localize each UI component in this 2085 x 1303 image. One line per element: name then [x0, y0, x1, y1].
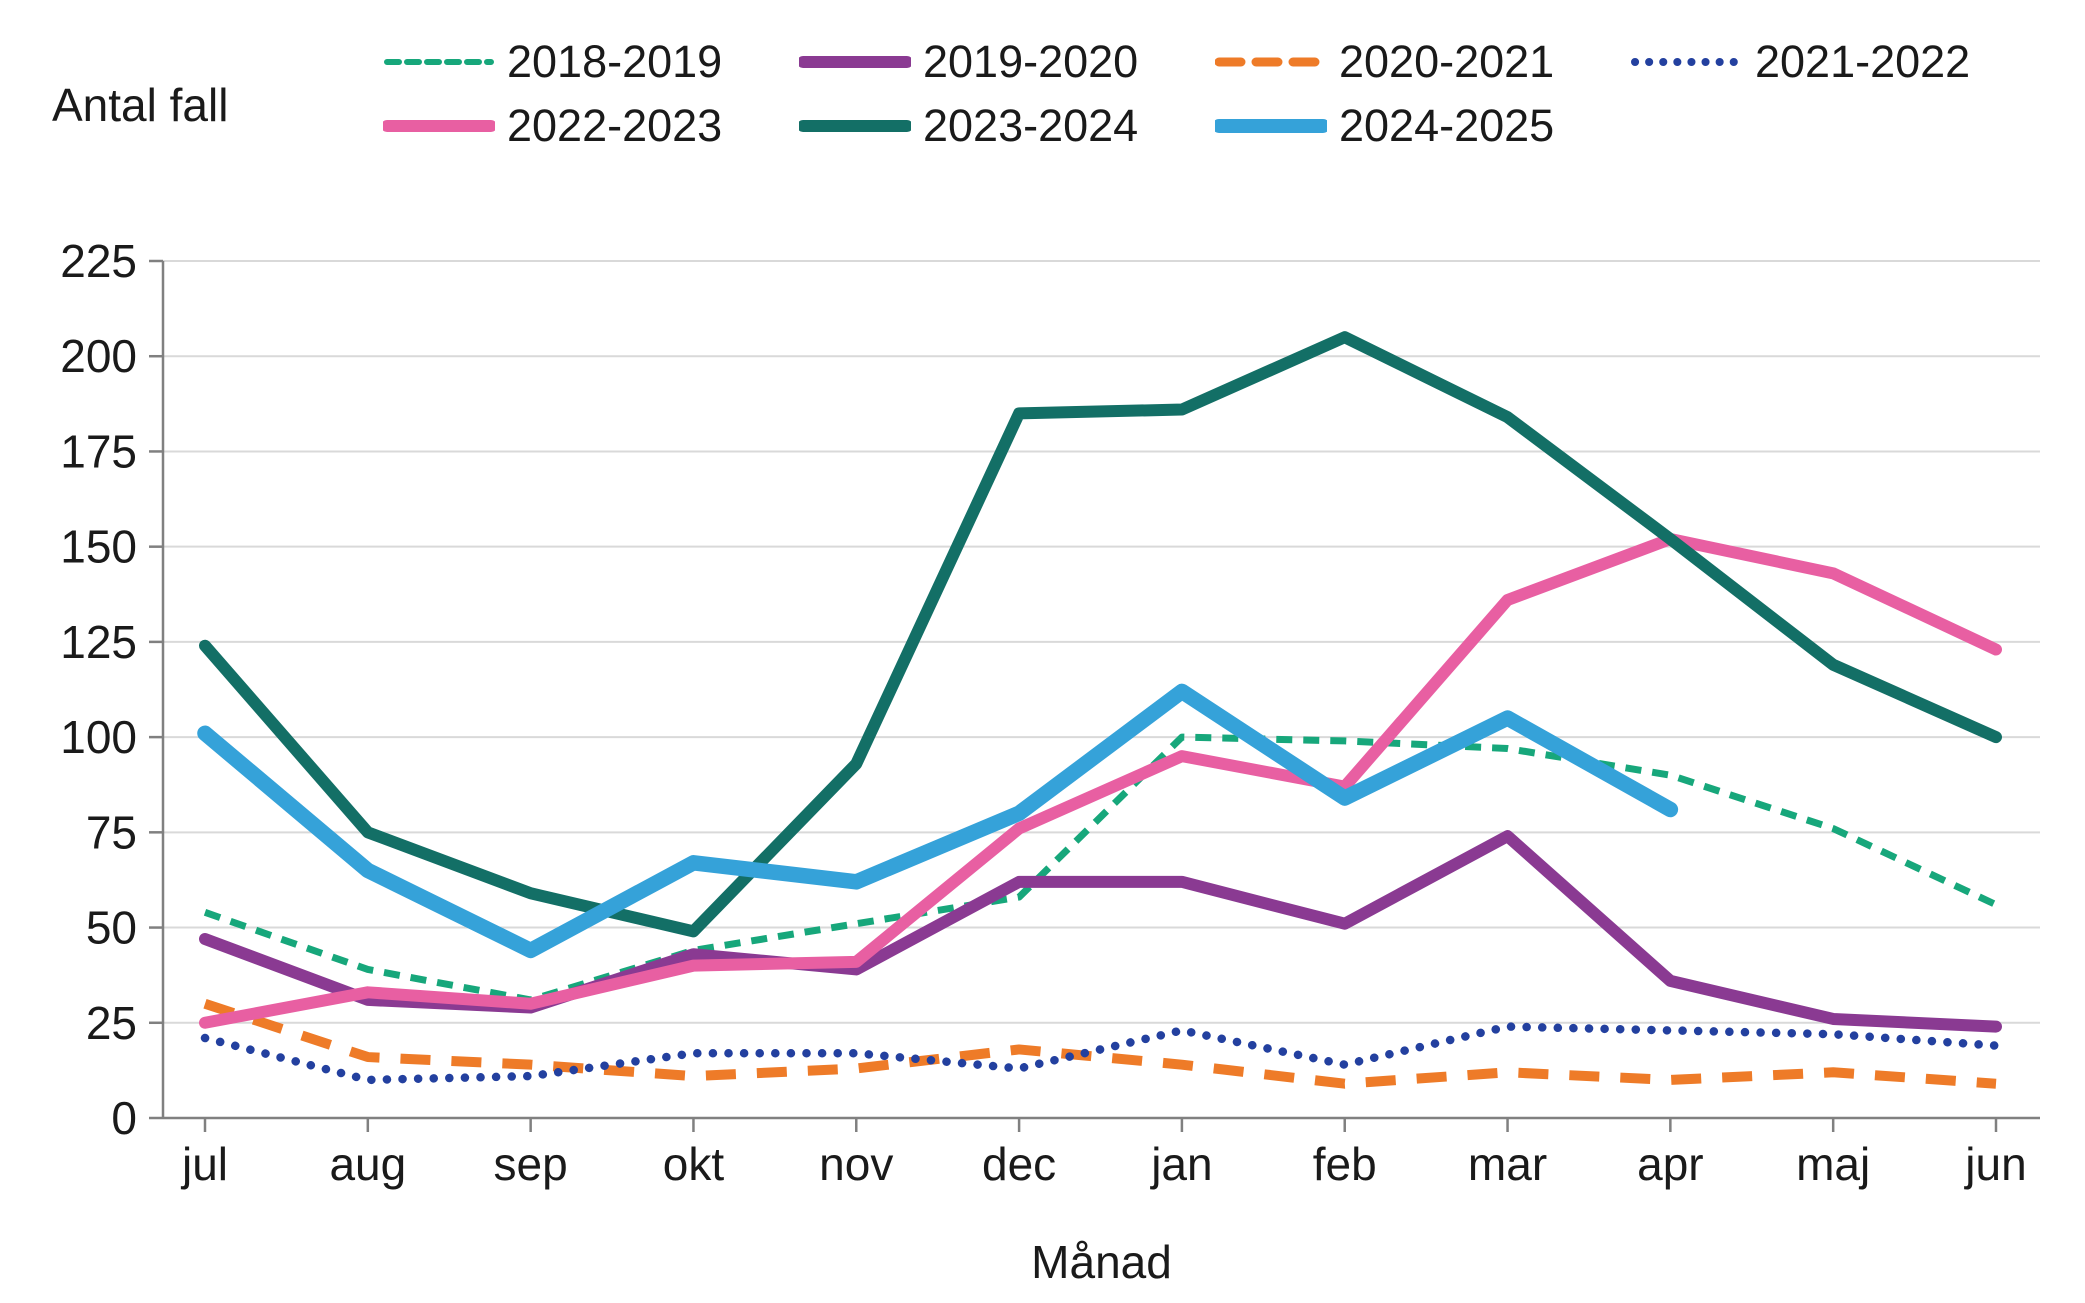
series-line-2023-2024	[199, 331, 2002, 938]
y-tick-label: 50	[86, 902, 137, 954]
x-tick-label: nov	[819, 1138, 893, 1190]
legend-row: 2022-2023 2023-2024 2024-2025	[383, 94, 2047, 158]
legend-label: 2024-2025	[1339, 100, 1555, 151]
legend-label: 2020-2021	[1339, 36, 1555, 87]
legend-label: 2019-2020	[923, 36, 1139, 87]
legend-label: 2021-2022	[1755, 36, 1971, 87]
legend-line-swatch-icon	[799, 56, 911, 68]
y-tick-label: 175	[60, 425, 137, 477]
legend-line-swatch-icon	[799, 120, 911, 132]
legend-label: 2018-2019	[507, 36, 723, 87]
series-line-2022-2023	[199, 533, 2002, 1029]
legend-item-2019-2020: 2019-2020	[799, 36, 1215, 88]
y-tick-label: 100	[60, 711, 137, 763]
legend-item-2023-2024: 2023-2024	[799, 100, 1215, 152]
y-axis-title: Antal fall	[52, 79, 229, 131]
legend-line-swatch-icon	[384, 59, 494, 65]
y-tick-label: 0	[111, 1092, 137, 1144]
y-tick-label: 200	[60, 330, 137, 382]
legend-item-2024-2025: 2024-2025	[1215, 100, 1631, 152]
x-tick-label: mar	[1468, 1138, 1547, 1190]
series-line-2020-2021	[203, 998, 1997, 1089]
x-tick-label: feb	[1313, 1138, 1377, 1190]
x-tick-label: apr	[1637, 1138, 1703, 1190]
x-tick-label: dec	[982, 1138, 1056, 1190]
legend-line-swatch-icon	[1215, 57, 1327, 67]
x-tick-label: maj	[1796, 1138, 1870, 1190]
x-axis-title: Månad	[1031, 1236, 1172, 1288]
series-line-2021-2022	[200, 1022, 2001, 1085]
series-line-2024-2025	[197, 683, 1679, 959]
legend-item-2018-2019: 2018-2019	[383, 36, 799, 88]
legend-item-2020-2021: 2020-2021	[1215, 36, 1631, 88]
legend-label: 2023-2024	[923, 100, 1139, 151]
legend: 2018-2019 2019-2020 2020-2021 2021-2022 2022…	[383, 30, 2047, 158]
legend-label: 2022-2023	[507, 100, 723, 151]
legend-line-swatch-icon	[1631, 58, 1743, 66]
y-axis-ticks: 0 25 50 75 100 125 150 175 200 225	[60, 235, 163, 1144]
y-tick-label: 25	[86, 997, 137, 1049]
series-line-2018-2019	[203, 733, 1998, 1004]
x-tick-label: jul	[180, 1138, 228, 1190]
legend-item-2021-2022: 2021-2022	[1631, 36, 2047, 88]
x-axis-ticks: jul aug sep okt nov dec jan feb mar apr maj jun	[180, 1118, 2027, 1190]
y-tick-label: 225	[60, 235, 137, 287]
x-tick-label: jan	[1149, 1138, 1212, 1190]
x-tick-label: okt	[663, 1138, 725, 1190]
legend-line-swatch-icon	[383, 120, 495, 132]
legend-line-swatch-icon	[1215, 119, 1327, 133]
y-tick-label: 125	[60, 616, 137, 668]
y-tick-label: 150	[60, 521, 137, 573]
legend-item-2022-2023: 2022-2023	[383, 100, 799, 152]
y-tick-label: 75	[86, 806, 137, 858]
x-tick-label: aug	[329, 1138, 406, 1190]
x-tick-label: jun	[1963, 1138, 2026, 1190]
series-lines	[197, 331, 2002, 1089]
legend-row: 2018-2019 2019-2020 2020-2021 2021-2022	[383, 30, 2047, 94]
x-tick-label: sep	[494, 1138, 568, 1190]
